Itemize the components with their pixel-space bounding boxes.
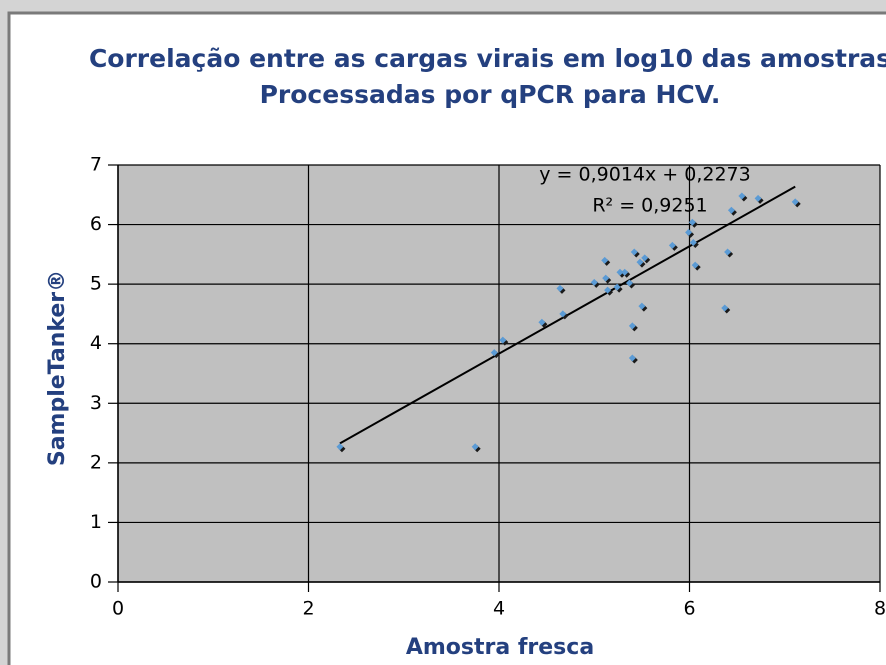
chart-title: Correlação entre as cargas virais em log… [89, 44, 886, 73]
point-marker [628, 354, 636, 362]
point [621, 268, 631, 278]
point-marker [638, 302, 646, 310]
point-marker [621, 268, 629, 276]
point [601, 256, 611, 266]
point-marker [791, 198, 799, 206]
point [636, 258, 646, 268]
r-squared: R² = 0,9251 [592, 195, 707, 217]
point-marker [538, 318, 546, 326]
chart-title: Processadas por qPCR para HCV. [260, 80, 721, 109]
point [791, 198, 801, 208]
point [499, 336, 509, 346]
point [685, 228, 695, 238]
point [590, 278, 600, 288]
point-marker [499, 336, 507, 344]
point-marker [691, 261, 699, 269]
point [628, 322, 638, 332]
x-tick-label: 8 [874, 598, 886, 620]
point [727, 206, 737, 216]
y-tick-label: 0 [90, 571, 102, 593]
trendline-equation: y = 0,9014x + 0,2273 [539, 164, 750, 186]
point-marker [490, 349, 498, 357]
trendline [339, 185, 796, 445]
y-tick-label: 4 [90, 332, 102, 354]
point [336, 443, 346, 453]
x-tick-label: 4 [493, 598, 505, 620]
point [613, 283, 623, 293]
x-tick-label: 6 [683, 598, 695, 620]
point-marker [727, 206, 735, 214]
point-marker [590, 278, 598, 286]
point [538, 318, 548, 328]
point [630, 248, 640, 258]
y-axis-label: SampleTanker® [45, 270, 70, 466]
y-tick-label: 3 [90, 392, 102, 414]
point [490, 349, 500, 359]
x-tick-label: 2 [302, 598, 314, 620]
point [691, 261, 701, 271]
point [625, 279, 635, 289]
point-marker [471, 443, 479, 451]
point [638, 302, 648, 312]
point-marker [641, 254, 649, 262]
point-marker [688, 218, 696, 226]
point [556, 284, 566, 294]
y-tick-label: 5 [90, 273, 102, 295]
point-marker [628, 322, 636, 330]
point-marker [604, 286, 612, 294]
point-marker [616, 268, 624, 276]
point-marker [336, 443, 344, 451]
point-marker [754, 194, 762, 202]
point [688, 218, 698, 228]
point [628, 354, 638, 364]
y-tick-label: 1 [90, 511, 102, 533]
point-marker [630, 248, 638, 256]
point-marker [613, 283, 621, 291]
point-marker [625, 279, 633, 287]
point [724, 248, 734, 258]
point [721, 304, 731, 314]
point-marker [668, 241, 676, 249]
point-marker [724, 248, 732, 256]
point [754, 194, 764, 204]
y-tick-label: 2 [90, 451, 102, 473]
y-tick-label: 7 [90, 154, 102, 176]
point-marker [601, 256, 609, 264]
point [738, 192, 748, 202]
point [602, 274, 612, 284]
point-marker [556, 284, 564, 292]
point [641, 254, 651, 264]
x-axis-label: Amostra fresca [406, 635, 594, 660]
x-tick-label: 0 [112, 598, 124, 620]
point [604, 286, 614, 296]
point-marker [689, 238, 697, 246]
point [559, 310, 569, 320]
point-marker [559, 310, 567, 318]
point-marker [602, 274, 610, 282]
point [471, 443, 481, 453]
point [668, 241, 678, 251]
point-marker [685, 228, 693, 236]
point-marker [738, 192, 746, 200]
point-marker [721, 304, 729, 312]
y-tick-label: 6 [90, 213, 102, 235]
point [689, 238, 699, 248]
point-marker [636, 258, 644, 266]
